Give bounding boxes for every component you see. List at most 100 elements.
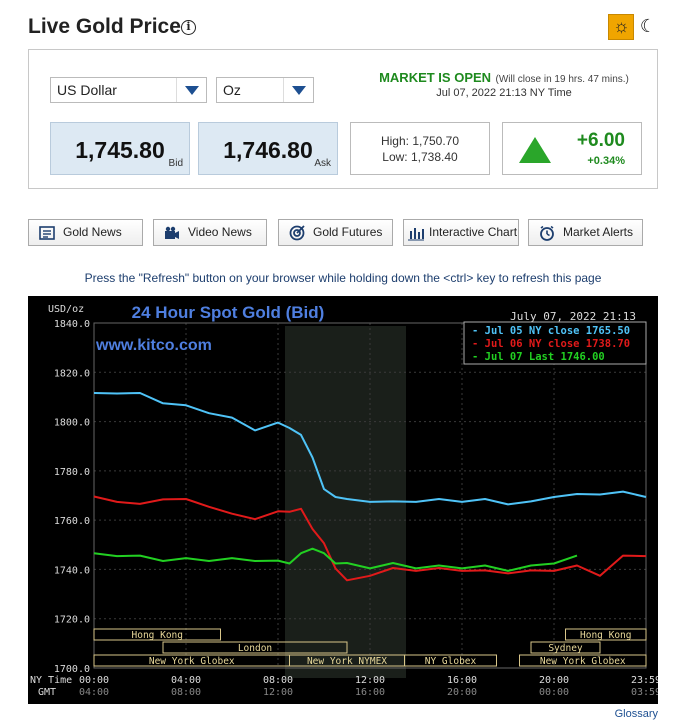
session-bar — [530, 641, 601, 654]
moon-icon[interactable]: ☾ — [639, 16, 657, 36]
unit-select[interactable]: Oz — [216, 77, 314, 103]
high-value: High: 1,750.70 — [380, 134, 460, 148]
session-label: NY Globex — [425, 656, 477, 667]
chart-watermark: www.kitco.com — [95, 337, 212, 354]
x-tick-label-ny: 20:00 — [539, 675, 569, 686]
low-value: Low: 1,738.40 — [382, 150, 458, 164]
session-bar — [162, 641, 348, 654]
ny-time-label: NY Time — [30, 675, 72, 686]
chevron-down-icon — [176, 78, 206, 102]
ask-box: 1,746.80 Ask — [198, 122, 338, 175]
y-tick-label: 1720.0 — [54, 615, 90, 626]
session-label: Hong Kong — [580, 630, 631, 641]
x-tick-label-ny: 00:00 — [79, 675, 109, 686]
high-low-box: High: 1,750.70 Low: 1,738.40 — [350, 122, 490, 175]
x-tick-label-gmt: 03:59 — [631, 687, 658, 698]
refresh-note: Press the "Refresh" button on your brows… — [84, 271, 602, 285]
legend-entry: - Jul 06 NY close 1738.70 — [472, 338, 630, 350]
change-value: +6.00 — [576, 130, 625, 151]
ask-price: 1,746.80 — [223, 137, 313, 163]
x-tick-label-gmt: 16:00 — [355, 687, 385, 698]
session-label: New York Globex — [149, 656, 235, 667]
alarm-clock-icon — [540, 225, 554, 241]
plot-frame — [93, 322, 647, 669]
bar-chart-icon — [408, 228, 424, 241]
gold-news-label: Gold News — [63, 225, 122, 239]
session-bar — [404, 654, 497, 667]
y-tick-label: 1840.0 — [54, 319, 90, 330]
x-tick-label-ny: 16:00 — [447, 675, 477, 686]
x-tick-label-gmt: 04:00 — [79, 687, 109, 698]
interactive-chart-label: Interactive Chart — [429, 225, 518, 239]
market-timestamp: Jul 07, 2022 21:13 NY Time — [436, 87, 572, 99]
legend-box — [463, 321, 647, 365]
x-tick-label-gmt: 00:00 — [539, 687, 569, 698]
bid-box: 1,745.80 Bid — [50, 122, 190, 175]
interactive-chart-button[interactable]: Interactive Chart — [403, 219, 519, 246]
y-tick-label: 1820.0 — [54, 368, 90, 379]
price-panel: US Dollar Oz MARKET IS OPEN (Will close … — [28, 49, 658, 189]
currency-select[interactable]: US Dollar — [50, 77, 207, 103]
chevron-down-icon — [283, 78, 313, 102]
bid-price: 1,745.80 — [75, 137, 165, 163]
session-label: Hong Kong — [132, 630, 183, 641]
gold-futures-label: Gold Futures — [313, 225, 383, 239]
legend-entry: - Jul 05 NY close 1765.50 — [472, 325, 630, 337]
video-news-button[interactable]: Video News — [153, 219, 267, 246]
glossary-link[interactable]: Glossary — [614, 708, 658, 720]
chart-canvas: 24 Hour Spot Gold (Bid) July 07, 2022 21… — [30, 303, 661, 698]
y-tick-label: 1760.0 — [54, 516, 90, 527]
change-percent: +0.34% — [587, 155, 625, 167]
series-line — [93, 547, 578, 572]
y-tick-label: 1740.0 — [54, 565, 90, 576]
x-tick-label-ny: 23:59 — [631, 675, 658, 686]
y-axis-label: USD/oz — [48, 304, 84, 315]
market-alerts-label: Market Alerts — [563, 225, 634, 239]
video-camera-icon — [165, 226, 179, 239]
market-alerts-button[interactable]: Market Alerts — [528, 219, 643, 246]
x-tick-label-gmt: 12:00 — [263, 687, 293, 698]
currency-value: US Dollar — [57, 82, 117, 98]
x-tick-label-ny: 04:00 — [171, 675, 201, 686]
bid-label: Bid — [168, 158, 183, 169]
session-bar — [93, 628, 221, 641]
video-news-label: Video News — [188, 225, 252, 239]
session-bar — [565, 628, 647, 641]
ask-label: Ask — [314, 158, 331, 169]
series-line — [93, 495, 647, 582]
session-label: London — [238, 643, 272, 654]
title-row: Live Gold Price i ☼ ☾ — [28, 12, 660, 42]
x-tick-label-ny: 08:00 — [263, 675, 293, 686]
y-tick-label: 1700.0 — [54, 664, 90, 675]
sun-icon: ☼ — [613, 16, 630, 36]
market-open-label: MARKET IS OPEN — [379, 70, 492, 85]
page-title: Live Gold Price — [28, 15, 181, 38]
theme-toggle[interactable]: ☼ ☾ — [608, 14, 660, 40]
session-bar — [519, 654, 647, 667]
target-icon — [289, 225, 305, 241]
x-tick-label-gmt: 20:00 — [447, 687, 477, 698]
market-close-note: (Will close in 19 hrs. 47 mins.) — [495, 74, 629, 85]
x-tick-label-gmt: 08:00 — [171, 687, 201, 698]
session-label: Sydney — [548, 643, 583, 654]
light-mode-button[interactable]: ☼ — [608, 14, 634, 40]
gold-futures-button[interactable]: Gold Futures — [278, 219, 393, 246]
chart-timestamp: July 07, 2022 21:13 — [510, 310, 636, 323]
y-tick-label: 1800.0 — [54, 418, 90, 429]
x-tick-label-ny: 12:00 — [355, 675, 385, 686]
series-line — [93, 392, 647, 506]
market-status: MARKET IS OPEN (Will close in 19 hrs. 47… — [359, 69, 649, 99]
up-arrow-icon — [519, 137, 551, 163]
info-icon[interactable]: i — [181, 20, 196, 35]
chart-title: 24 Hour Spot Gold (Bid) — [132, 303, 325, 322]
session-label: New York NYMEX — [307, 656, 387, 667]
unit-value: Oz — [223, 82, 241, 98]
legend-entry: - Jul 07 Last 1746.00 — [472, 351, 605, 363]
gmt-label: GMT — [38, 687, 56, 698]
gold-price-chart: 24 Hour Spot Gold (Bid) July 07, 2022 21… — [28, 296, 661, 704]
session-label: New York Globex — [540, 656, 626, 667]
change-box: +6.00 +0.34% — [502, 122, 642, 175]
newspaper-icon — [39, 226, 55, 240]
y-tick-label: 1780.0 — [54, 467, 90, 478]
gold-news-button[interactable]: Gold News — [28, 219, 143, 246]
